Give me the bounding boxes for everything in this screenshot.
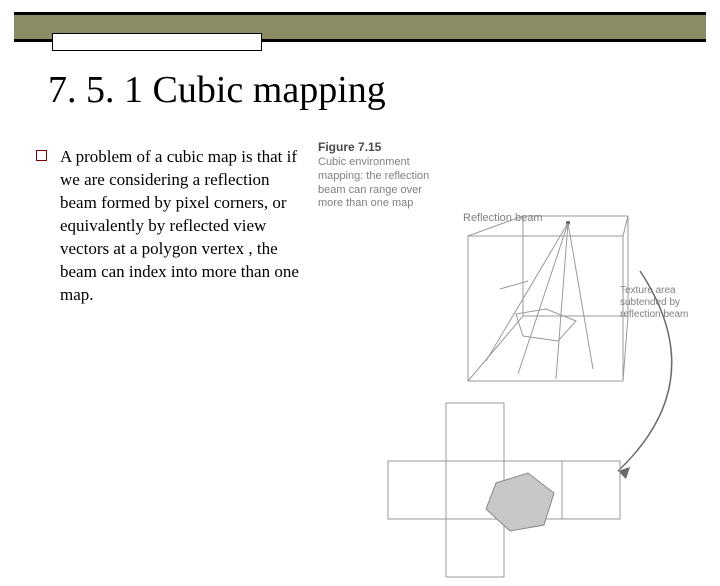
figure-svg xyxy=(318,211,708,581)
figure-title: Figure 7.15 xyxy=(318,140,708,154)
top-bar-panel xyxy=(52,33,262,51)
slide-title: 7. 5. 1 Cubic mapping xyxy=(48,68,386,112)
figure-caption: Cubic environment mapping: the reflectio… xyxy=(318,156,448,211)
figure-area: Figure 7.15 Cubic environment mapping: t… xyxy=(318,140,708,510)
bullet-marker xyxy=(36,150,47,161)
slide-top-bar xyxy=(14,12,706,42)
reflection-beam-label: Reflection beam xyxy=(463,212,543,224)
body-paragraph: A problem of a cubic map is that if we a… xyxy=(60,146,308,307)
texture-area-label: Texture area subtended by reflection bea… xyxy=(620,285,720,321)
